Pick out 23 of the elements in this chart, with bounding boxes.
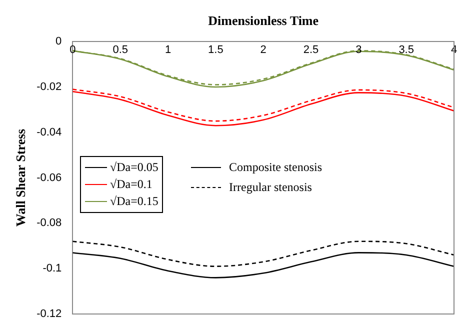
x-tick-label: 1.5: [208, 44, 224, 56]
legend-label: √Da=0.05: [110, 159, 158, 176]
x-tick-label: 2: [260, 44, 266, 56]
legend-label: √Da=0.15: [110, 193, 158, 210]
y-tick-label: 0: [56, 36, 62, 48]
legend-label: √Da=0.1: [110, 176, 152, 193]
y-tick-label: -0.02: [36, 81, 62, 94]
y-tick-label: -0.08: [36, 217, 62, 230]
y-tick-label: -0.06: [36, 172, 62, 184]
x-tick-label: 0.5: [112, 44, 128, 56]
y-tick-label: -0.04: [36, 126, 62, 138]
x-tick-label: 2.5: [303, 44, 319, 56]
annotation: Irregular stenosis: [229, 180, 312, 195]
x-axis-title: Dimensionless Time: [208, 13, 319, 28]
line-series: [72, 252, 454, 278]
annotation: Composite stenosis: [229, 160, 322, 175]
line-series: [72, 240, 454, 267]
x-tick-label: 0: [70, 44, 76, 56]
x-tick-label: 1: [164, 44, 172, 56]
y-axis-title: Wall Shear Stress: [13, 128, 28, 227]
y-tick-label: -0.12: [36, 308, 62, 320]
y-tick-label: -0.1: [42, 262, 62, 275]
x-tick-label: 3.5: [398, 44, 414, 56]
